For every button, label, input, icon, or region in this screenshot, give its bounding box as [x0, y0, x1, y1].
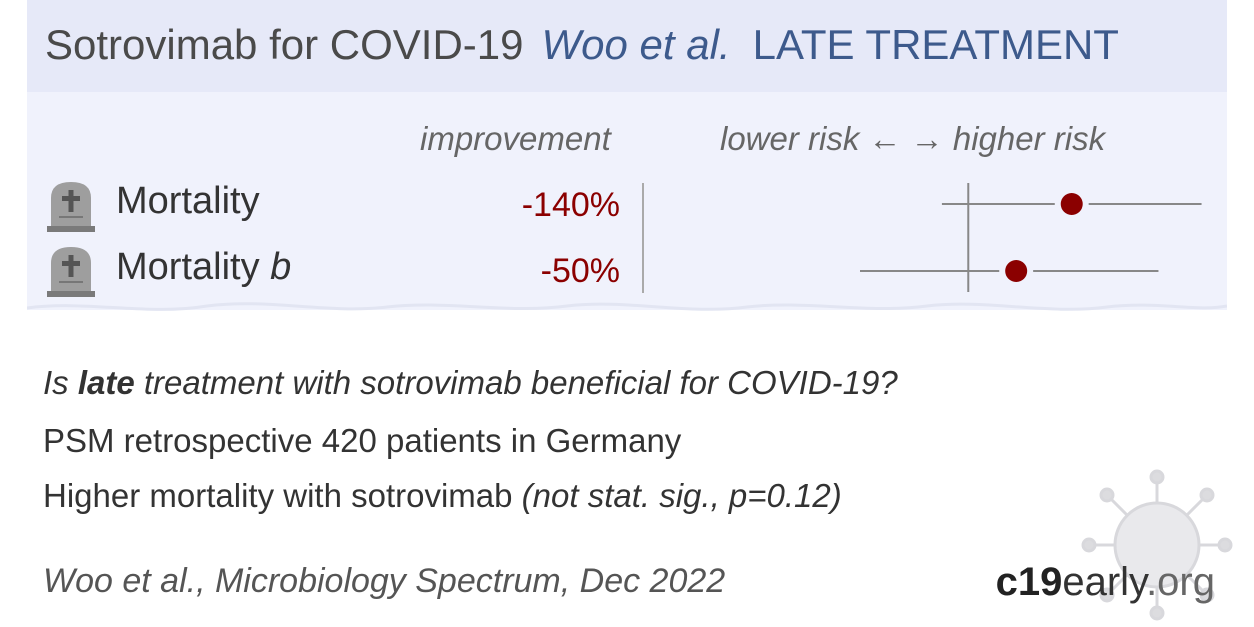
point-estimate-marker	[1060, 193, 1083, 215]
virus-watermark-icon	[1081, 469, 1233, 621]
wave-divider	[27, 292, 1227, 311]
result-significance: (not stat. sig., p=0.12)	[521, 477, 842, 514]
brand-tld: .org	[1146, 560, 1215, 604]
outcome-label-mortality-b: Mortality b	[116, 246, 291, 289]
improvement-column-header: improvement	[420, 120, 611, 157]
result-main: Higher mortality with sotrovimab	[43, 477, 522, 514]
header-bar: Sotrovimab for COVID-19 Woo et al. LATE TR…	[27, 0, 1227, 92]
treatment-stage: LATE TREATMENT	[752, 21, 1119, 68]
point-estimate-marker	[1005, 260, 1028, 282]
tombstone-icon	[47, 247, 95, 297]
study-author: Woo et al.	[541, 21, 731, 68]
drug-title: Sotrovimab for COVID-19	[45, 21, 524, 68]
outcome-name: Mortality	[116, 180, 260, 222]
brand-logo[interactable]: c19early.org	[996, 560, 1215, 605]
risk-axis-header: lower risk ← → higher risk	[720, 120, 1106, 157]
study-result: Higher mortality with sotrovimab (not st…	[43, 477, 842, 515]
outcome-label-mortality: Mortality	[116, 180, 260, 223]
forest-plot	[860, 183, 1202, 292]
question-emphasis: late	[77, 364, 135, 401]
question-suffix: treatment with sotrovimab beneficial for…	[134, 364, 898, 401]
study-design: PSM retrospective 420 patients in German…	[43, 422, 682, 459]
outcome-name: Mortality	[116, 246, 271, 288]
improvement-value: -140%	[521, 186, 620, 224]
column-separator	[642, 183, 644, 293]
research-question: Is late treatment with sotrovimab benefi…	[43, 364, 898, 402]
tombstone-icon	[47, 182, 95, 232]
brand-bold: c19	[995, 560, 1063, 604]
question-prefix: Is	[43, 364, 78, 401]
summary-card: Sotrovimab for COVID-19 Woo et al. LATE TR…	[27, 0, 1233, 627]
page-title: Sotrovimab for COVID-19 Woo et al. LATE TR…	[45, 18, 1119, 72]
outcome-suffix: b	[270, 246, 292, 288]
brand-mid: early	[1062, 560, 1147, 604]
citation: Woo et al., Microbiology Spectrum, Dec 2…	[43, 562, 726, 600]
improvement-value: -50%	[540, 252, 620, 290]
